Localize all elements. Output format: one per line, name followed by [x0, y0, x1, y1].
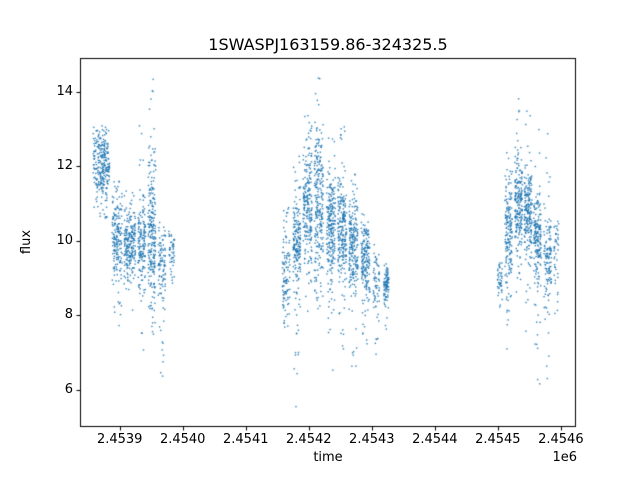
x-tick-label: 2.4542	[286, 432, 332, 447]
y-tick-label: 8	[64, 307, 73, 323]
x-tick-label: 2.4546	[538, 432, 584, 447]
y-tick-label: 10	[56, 232, 73, 248]
y-tick-label: 6	[64, 381, 73, 397]
chart-title: 1SWASPJ163159.86-324325.5	[208, 35, 448, 54]
x-tick-label: 2.4540	[159, 432, 206, 447]
x-axis-label: time	[313, 450, 343, 465]
x-tick-label: 2.4543	[349, 432, 395, 447]
x-tick-label: 2.4545	[475, 432, 521, 447]
x-tick-label: 2.4544	[412, 432, 458, 447]
x-tick-label: 2.4541	[223, 432, 269, 447]
y-tick-label: 12	[56, 158, 73, 174]
x-axis-offset-label: 1e6	[552, 450, 577, 465]
x-tick-label: 2.4539	[96, 432, 143, 447]
y-tick-label: 14	[56, 83, 73, 99]
